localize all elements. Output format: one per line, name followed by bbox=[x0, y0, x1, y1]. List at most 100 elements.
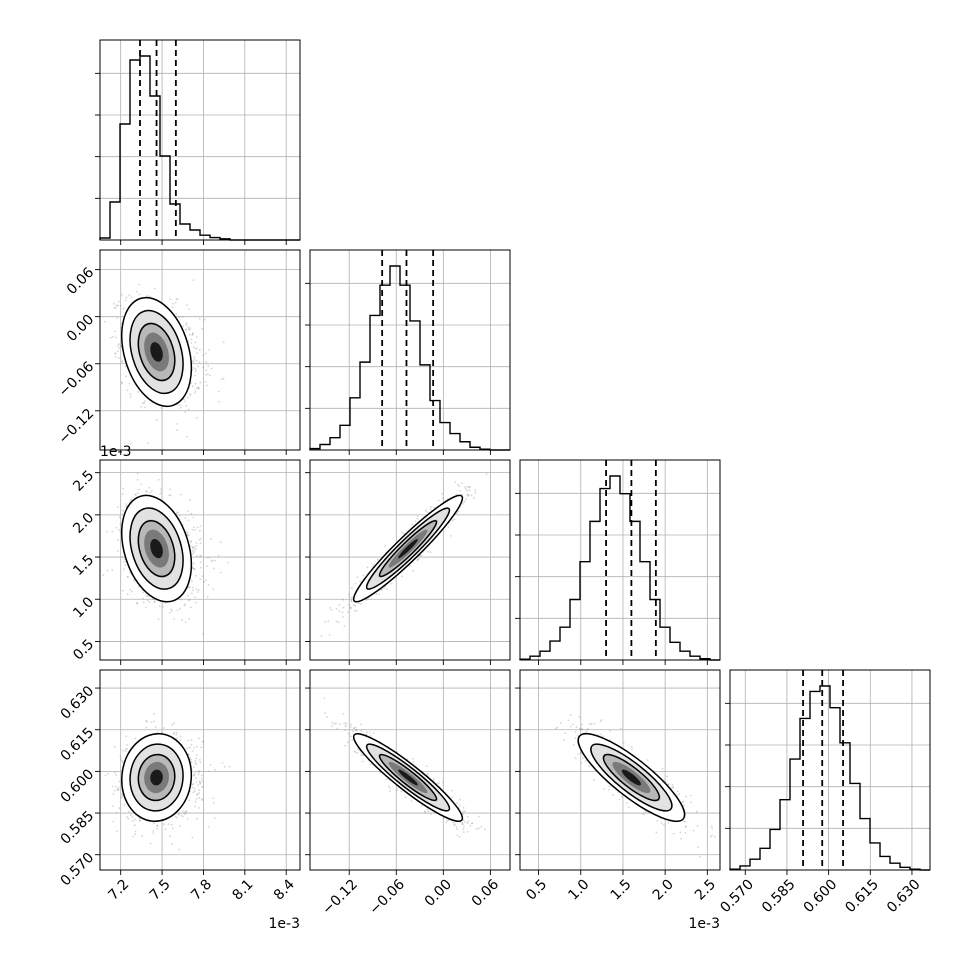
sample-point bbox=[461, 821, 463, 824]
sample-point bbox=[147, 295, 149, 298]
sample-point bbox=[170, 608, 173, 611]
sample-point bbox=[145, 295, 148, 297]
sample-point bbox=[200, 566, 202, 569]
sample-point bbox=[152, 598, 154, 601]
sample-point bbox=[179, 406, 182, 409]
sample-point bbox=[171, 610, 173, 612]
pair-panel-0-3 bbox=[95, 669, 301, 875]
sample-point bbox=[117, 344, 119, 347]
sample-point bbox=[174, 301, 177, 304]
sample-point bbox=[337, 621, 340, 623]
sample-point bbox=[341, 611, 344, 614]
sample-point bbox=[348, 603, 350, 606]
sample-point bbox=[179, 514, 181, 517]
pair-contents bbox=[102, 472, 230, 635]
sample-point bbox=[414, 520, 417, 523]
sample-point bbox=[161, 605, 164, 608]
sample-point bbox=[383, 587, 386, 590]
sample-point bbox=[185, 328, 188, 330]
sample-point bbox=[212, 588, 215, 590]
axes-frame bbox=[729, 669, 931, 871]
sample-point bbox=[120, 323, 122, 325]
sample-point bbox=[466, 493, 468, 496]
sample-point bbox=[198, 792, 201, 795]
sample-point bbox=[117, 788, 120, 791]
sample-point bbox=[456, 483, 459, 486]
sample-point bbox=[121, 795, 123, 798]
sample-point bbox=[362, 760, 364, 763]
sample-point bbox=[191, 592, 193, 595]
sample-point bbox=[177, 511, 179, 514]
sample-point bbox=[464, 486, 466, 489]
sample-point bbox=[138, 488, 140, 491]
sample-point bbox=[114, 306, 117, 309]
sample-point bbox=[112, 820, 115, 823]
sample-point bbox=[401, 575, 403, 578]
sample-point bbox=[390, 582, 393, 585]
sample-point bbox=[196, 417, 198, 419]
sample-point bbox=[209, 374, 211, 377]
axes-frame bbox=[519, 459, 721, 661]
sample-point bbox=[209, 763, 212, 766]
sample-point bbox=[194, 805, 197, 808]
sample-point bbox=[176, 816, 178, 819]
sample-point bbox=[181, 316, 184, 318]
sample-point bbox=[126, 748, 128, 750]
sample-point bbox=[196, 352, 198, 355]
sample-point bbox=[139, 819, 142, 821]
sample-point bbox=[206, 595, 209, 598]
sample-point bbox=[202, 354, 205, 357]
sample-point bbox=[350, 600, 353, 602]
sample-point bbox=[141, 835, 144, 838]
sample-point bbox=[168, 835, 171, 838]
sample-point bbox=[194, 547, 197, 550]
sample-point bbox=[125, 748, 127, 750]
sample-point bbox=[138, 293, 141, 296]
sample-point bbox=[143, 400, 146, 402]
sample-point bbox=[156, 827, 158, 830]
sample-point bbox=[436, 782, 439, 784]
sample-point bbox=[335, 607, 338, 610]
sample-point bbox=[465, 498, 467, 501]
sample-point bbox=[214, 559, 216, 562]
sample-point bbox=[128, 294, 131, 297]
sample-point bbox=[175, 734, 178, 736]
sample-point bbox=[412, 569, 415, 572]
sample-point bbox=[349, 606, 351, 609]
sample-point bbox=[126, 744, 128, 746]
sample-point bbox=[184, 517, 187, 519]
sample-point bbox=[193, 774, 196, 777]
sample-point bbox=[114, 330, 116, 333]
sample-point bbox=[137, 391, 140, 393]
sample-point bbox=[191, 334, 194, 336]
sample-point bbox=[124, 299, 127, 301]
sample-point bbox=[338, 610, 341, 612]
sample-point bbox=[201, 786, 204, 788]
sample-point bbox=[138, 817, 141, 820]
sample-point bbox=[126, 575, 129, 578]
sample-point bbox=[197, 771, 200, 774]
sample-point bbox=[366, 566, 369, 569]
sample-point bbox=[178, 316, 181, 319]
sample-point bbox=[183, 811, 186, 814]
sample-point bbox=[187, 739, 190, 742]
sample-point bbox=[193, 568, 196, 571]
sample-point bbox=[193, 549, 196, 552]
sample-point bbox=[153, 601, 156, 604]
sample-point bbox=[142, 597, 145, 600]
sample-point bbox=[193, 546, 196, 549]
sample-point bbox=[466, 822, 469, 825]
sample-point bbox=[449, 535, 452, 537]
sample-point bbox=[356, 751, 359, 754]
sample-point bbox=[179, 607, 181, 610]
sample-point bbox=[194, 762, 197, 765]
sample-point bbox=[198, 769, 201, 772]
sample-point bbox=[455, 493, 458, 496]
sample-point bbox=[466, 485, 469, 488]
sample-point bbox=[168, 611, 171, 614]
axes-frame bbox=[99, 669, 301, 871]
sample-point bbox=[154, 726, 157, 728]
sample-point bbox=[219, 571, 222, 574]
sample-point bbox=[125, 503, 128, 505]
sample-point bbox=[474, 489, 477, 491]
